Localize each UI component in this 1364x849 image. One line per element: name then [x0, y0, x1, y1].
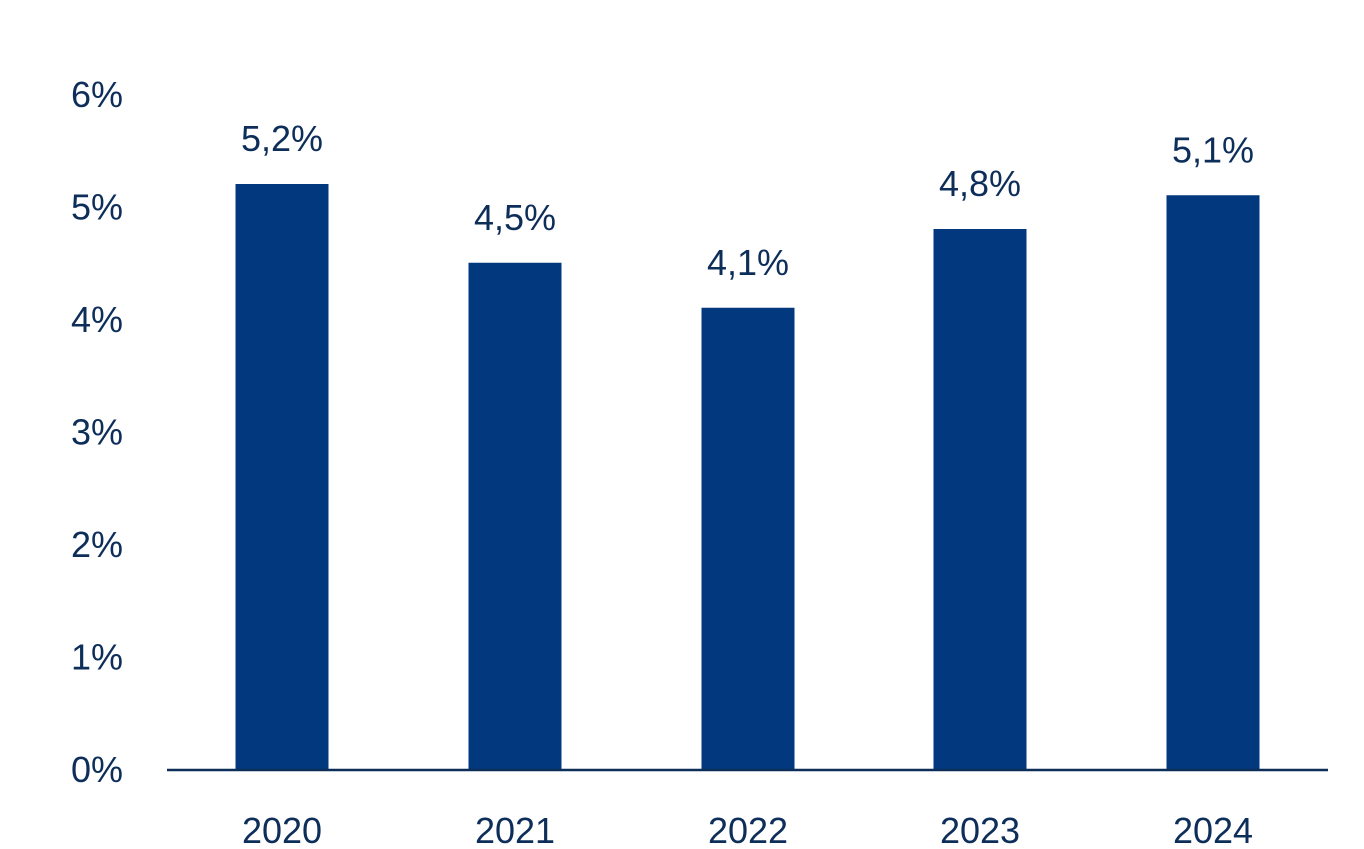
data-label-2024: 5,1%	[1172, 129, 1254, 170]
bar-2022	[701, 307, 795, 769]
x-axis-tick-labels: 2020 2021 2022 2023 2024	[242, 810, 1253, 849]
x-tick-label-2020: 2020	[242, 810, 322, 849]
data-label-2023: 4,8%	[939, 163, 1021, 204]
bar-2021	[468, 262, 562, 769]
y-tick-label: 6%	[71, 74, 123, 115]
bar-2024	[1166, 195, 1260, 769]
x-tick-label-2024: 2024	[1173, 810, 1253, 849]
x-tick-label-2023: 2023	[940, 810, 1020, 849]
bars	[235, 184, 1260, 769]
x-tick-label-2021: 2021	[475, 810, 555, 849]
data-label-2020: 5,2%	[241, 118, 323, 159]
data-label-2022: 4,1%	[707, 242, 789, 283]
y-tick-label: 0%	[71, 749, 123, 790]
y-tick-label: 2%	[71, 524, 123, 565]
x-tick-label-2022: 2022	[708, 810, 788, 849]
y-tick-label: 4%	[71, 299, 123, 340]
bar-2023	[933, 229, 1027, 769]
data-labels: 5,2% 4,5% 4,1% 4,8% 5,1%	[241, 118, 1254, 283]
data-label-2021: 4,5%	[474, 197, 556, 238]
bar-2020	[235, 184, 329, 769]
y-axis-tick-labels: 0% 1% 2% 3% 4% 5% 6%	[71, 74, 123, 790]
y-tick-label: 1%	[71, 637, 123, 678]
y-tick-label: 3%	[71, 412, 123, 453]
y-tick-label: 5%	[71, 187, 123, 228]
